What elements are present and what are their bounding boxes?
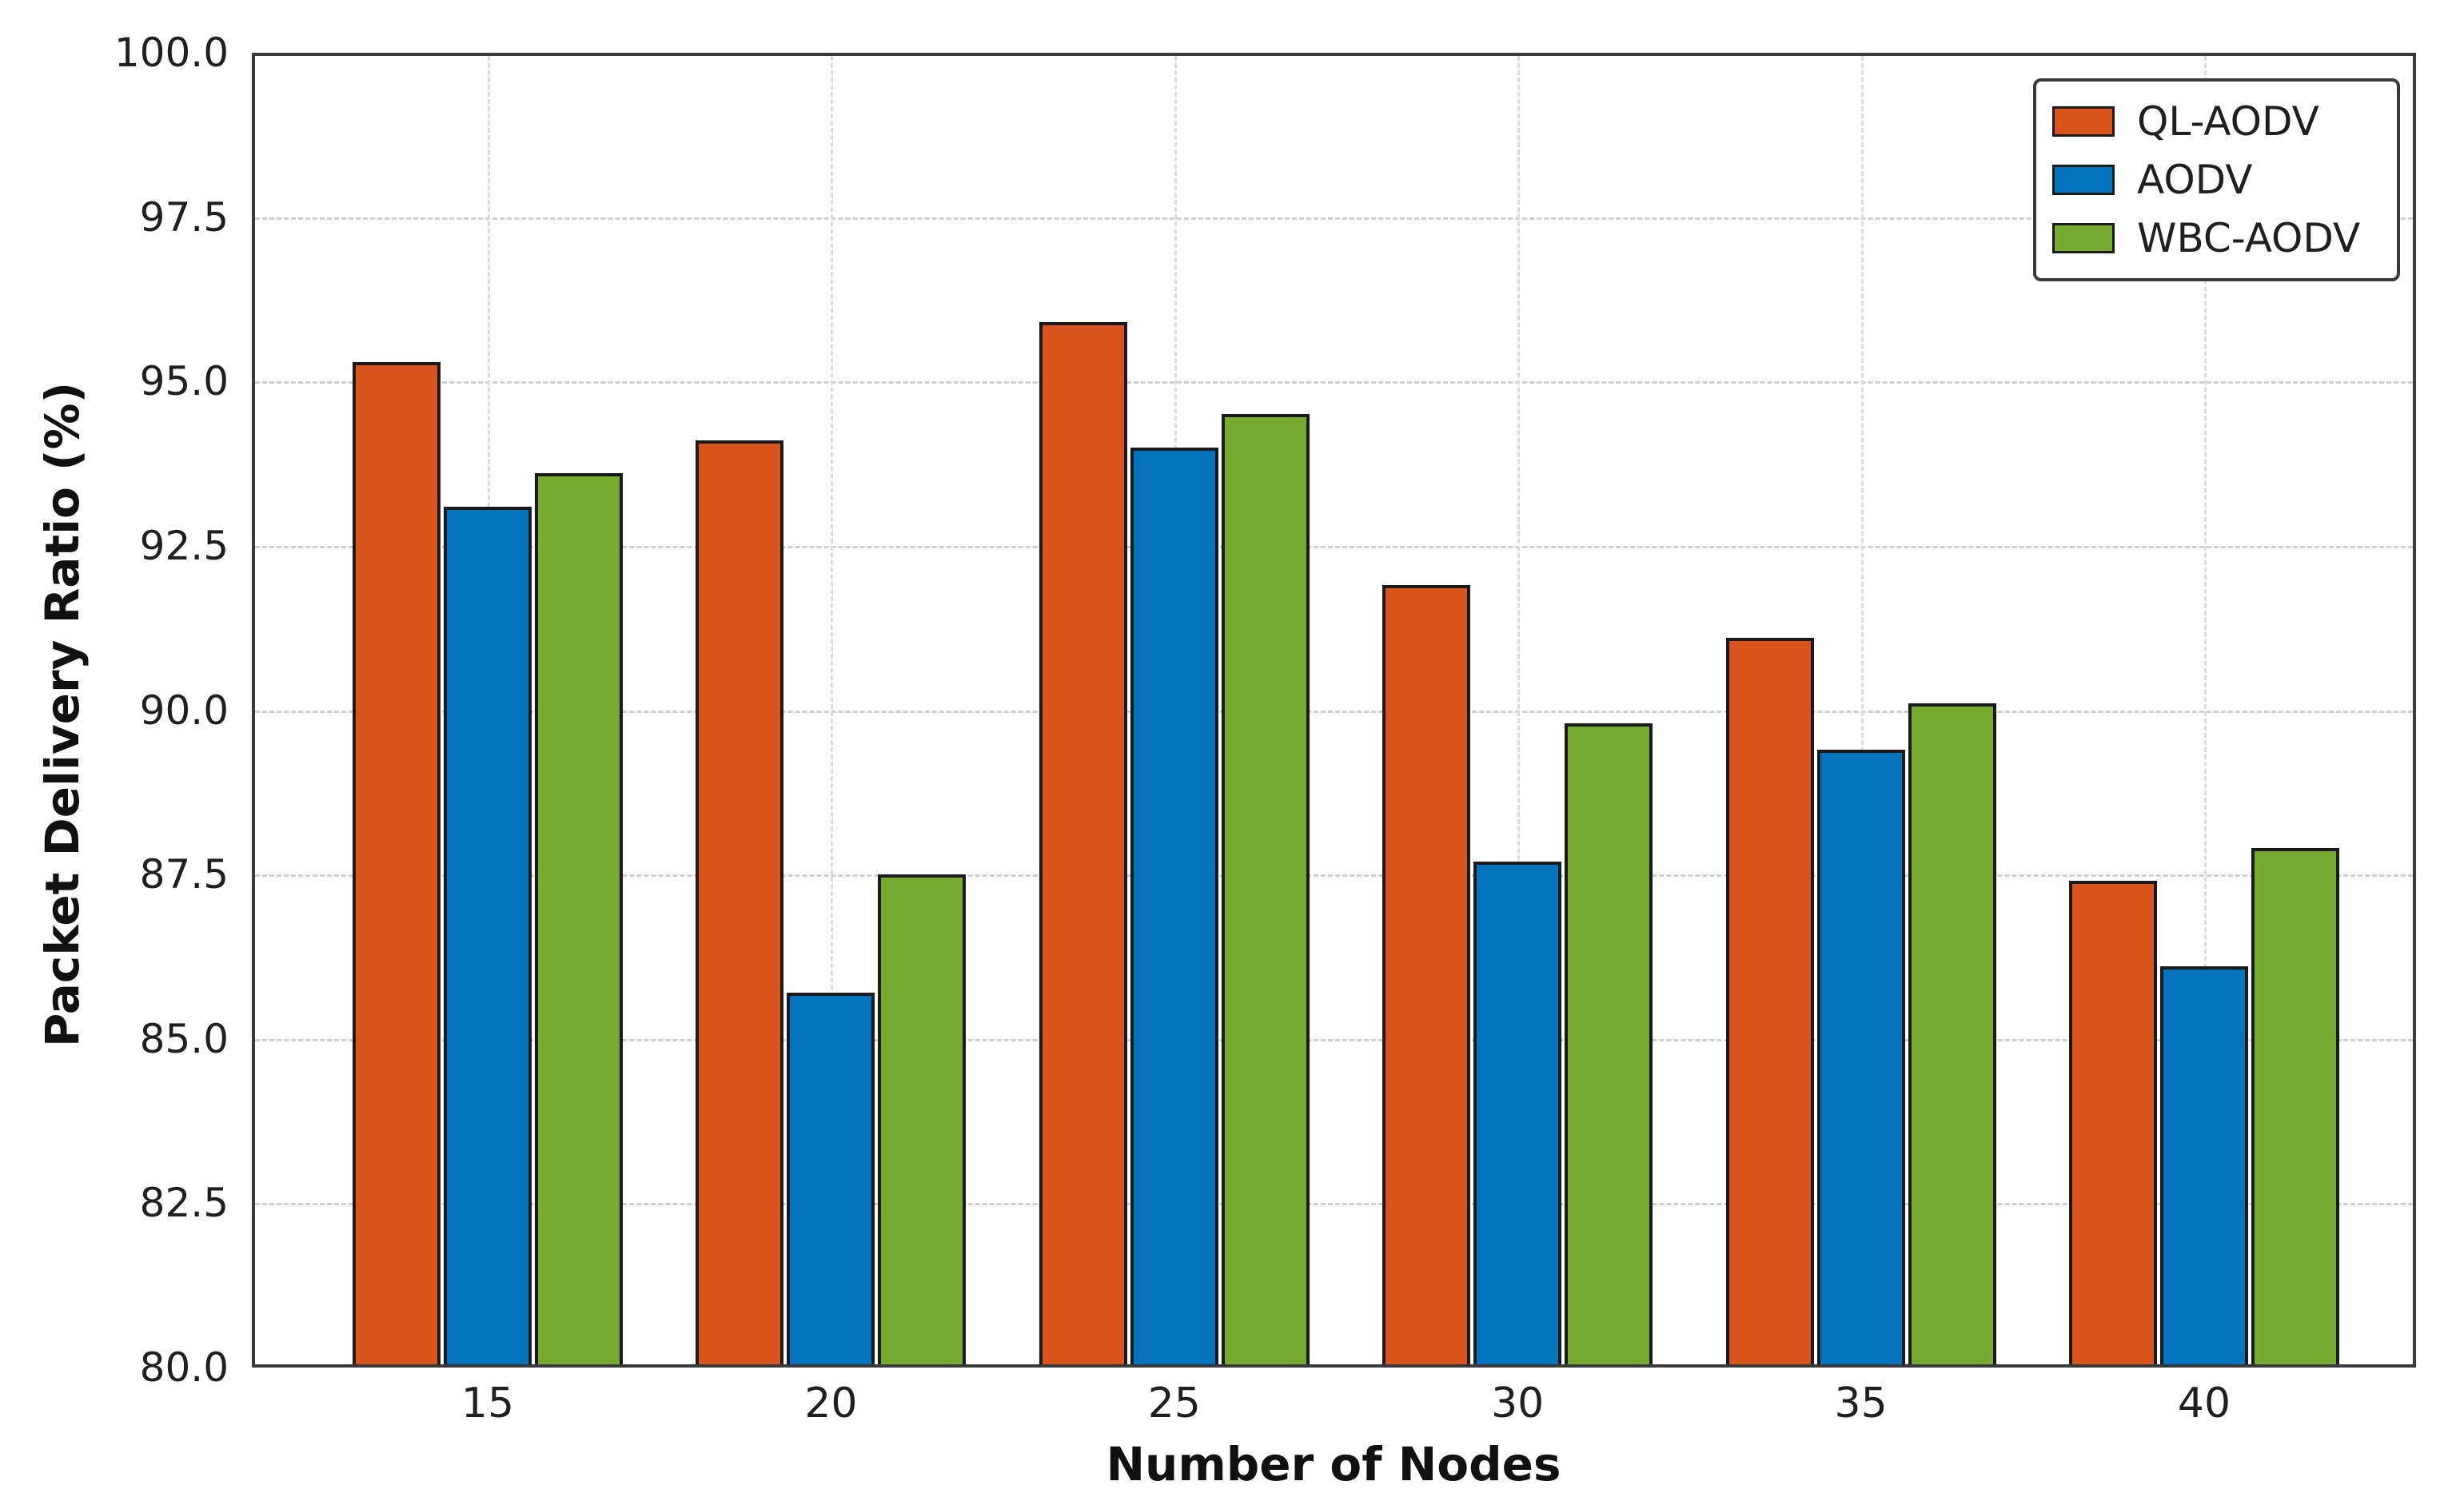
legend-swatch-icon (2052, 165, 2115, 195)
bar-aodv-nodes-25 (1130, 447, 1218, 1364)
legend-swatch-icon (2052, 106, 2115, 137)
bar-ql-aodv-nodes-20 (696, 440, 784, 1364)
legend-label: WBC-AODV (2137, 215, 2361, 261)
y-tick-label: 80.0 (139, 1344, 229, 1391)
legend-label: AODV (2137, 157, 2253, 203)
bar-ql-aodv-nodes-35 (1725, 638, 1814, 1364)
y-tick-label: 95.0 (139, 358, 229, 405)
horizontal-gridline (255, 217, 2413, 220)
x-tick-label: 30 (1491, 1380, 1545, 1427)
legend: QL-AODV AODV WBC-AODV (2033, 78, 2400, 281)
vertical-gridline (1517, 56, 1521, 1364)
legend-entry: WBC-AODV (2036, 215, 2397, 261)
horizontal-gridline (255, 545, 2413, 548)
x-axis-title: Number of Nodes (1106, 1437, 1561, 1491)
vertical-gridline (831, 56, 834, 1364)
bar-wbc-aodv-nodes-40 (2251, 848, 2339, 1364)
vertical-gridline (1860, 56, 1864, 1364)
bar-wbc-aodv-nodes-35 (1908, 703, 1996, 1364)
y-tick-label: 82.5 (139, 1180, 229, 1227)
bar-aodv-nodes-30 (1473, 861, 1562, 1364)
legend-label: QL-AODV (2137, 98, 2319, 145)
horizontal-gridline (255, 1038, 2413, 1041)
x-tick-label: 25 (1147, 1380, 1201, 1427)
legend-swatch-icon (2052, 223, 2115, 253)
horizontal-gridline (255, 1203, 2413, 1206)
y-tick-label: 87.5 (139, 851, 229, 898)
horizontal-gridline (255, 874, 2413, 878)
bar-aodv-nodes-20 (787, 993, 875, 1364)
legend-entry: AODV (2036, 157, 2397, 203)
y-axis-title: Packet Delivery Ratio (%) (35, 381, 90, 1048)
bar-ql-aodv-nodes-30 (1382, 585, 1471, 1364)
y-tick-label: 85.0 (139, 1015, 229, 1062)
vertical-gridline (2204, 56, 2207, 1364)
x-tick-label: 20 (804, 1380, 858, 1427)
x-tick-label: 15 (461, 1380, 515, 1427)
y-tick-label: 100.0 (114, 30, 229, 76)
bar-wbc-aodv-nodes-20 (878, 874, 967, 1364)
horizontal-gridline (255, 381, 2413, 384)
bar-wbc-aodv-nodes-15 (535, 473, 623, 1364)
y-tick-label: 97.5 (139, 193, 229, 241)
bar-ql-aodv-nodes-15 (353, 361, 441, 1364)
legend-entry: QL-AODV (2036, 98, 2397, 145)
y-tick-label: 90.0 (139, 687, 229, 734)
y-tick-label: 92.5 (139, 522, 229, 569)
x-tick-label: 40 (2177, 1380, 2231, 1427)
bar-wbc-aodv-nodes-30 (1565, 723, 1653, 1364)
bar-ql-aodv-nodes-25 (1039, 322, 1127, 1364)
bar-aodv-nodes-15 (444, 506, 532, 1364)
bar-aodv-nodes-35 (1816, 749, 1905, 1364)
bar-ql-aodv-nodes-40 (2069, 881, 2157, 1364)
bar-wbc-aodv-nodes-25 (1221, 414, 1310, 1364)
horizontal-gridline (255, 710, 2413, 713)
x-tick-label: 35 (1834, 1380, 1888, 1427)
bar-aodv-nodes-40 (2160, 966, 2248, 1364)
